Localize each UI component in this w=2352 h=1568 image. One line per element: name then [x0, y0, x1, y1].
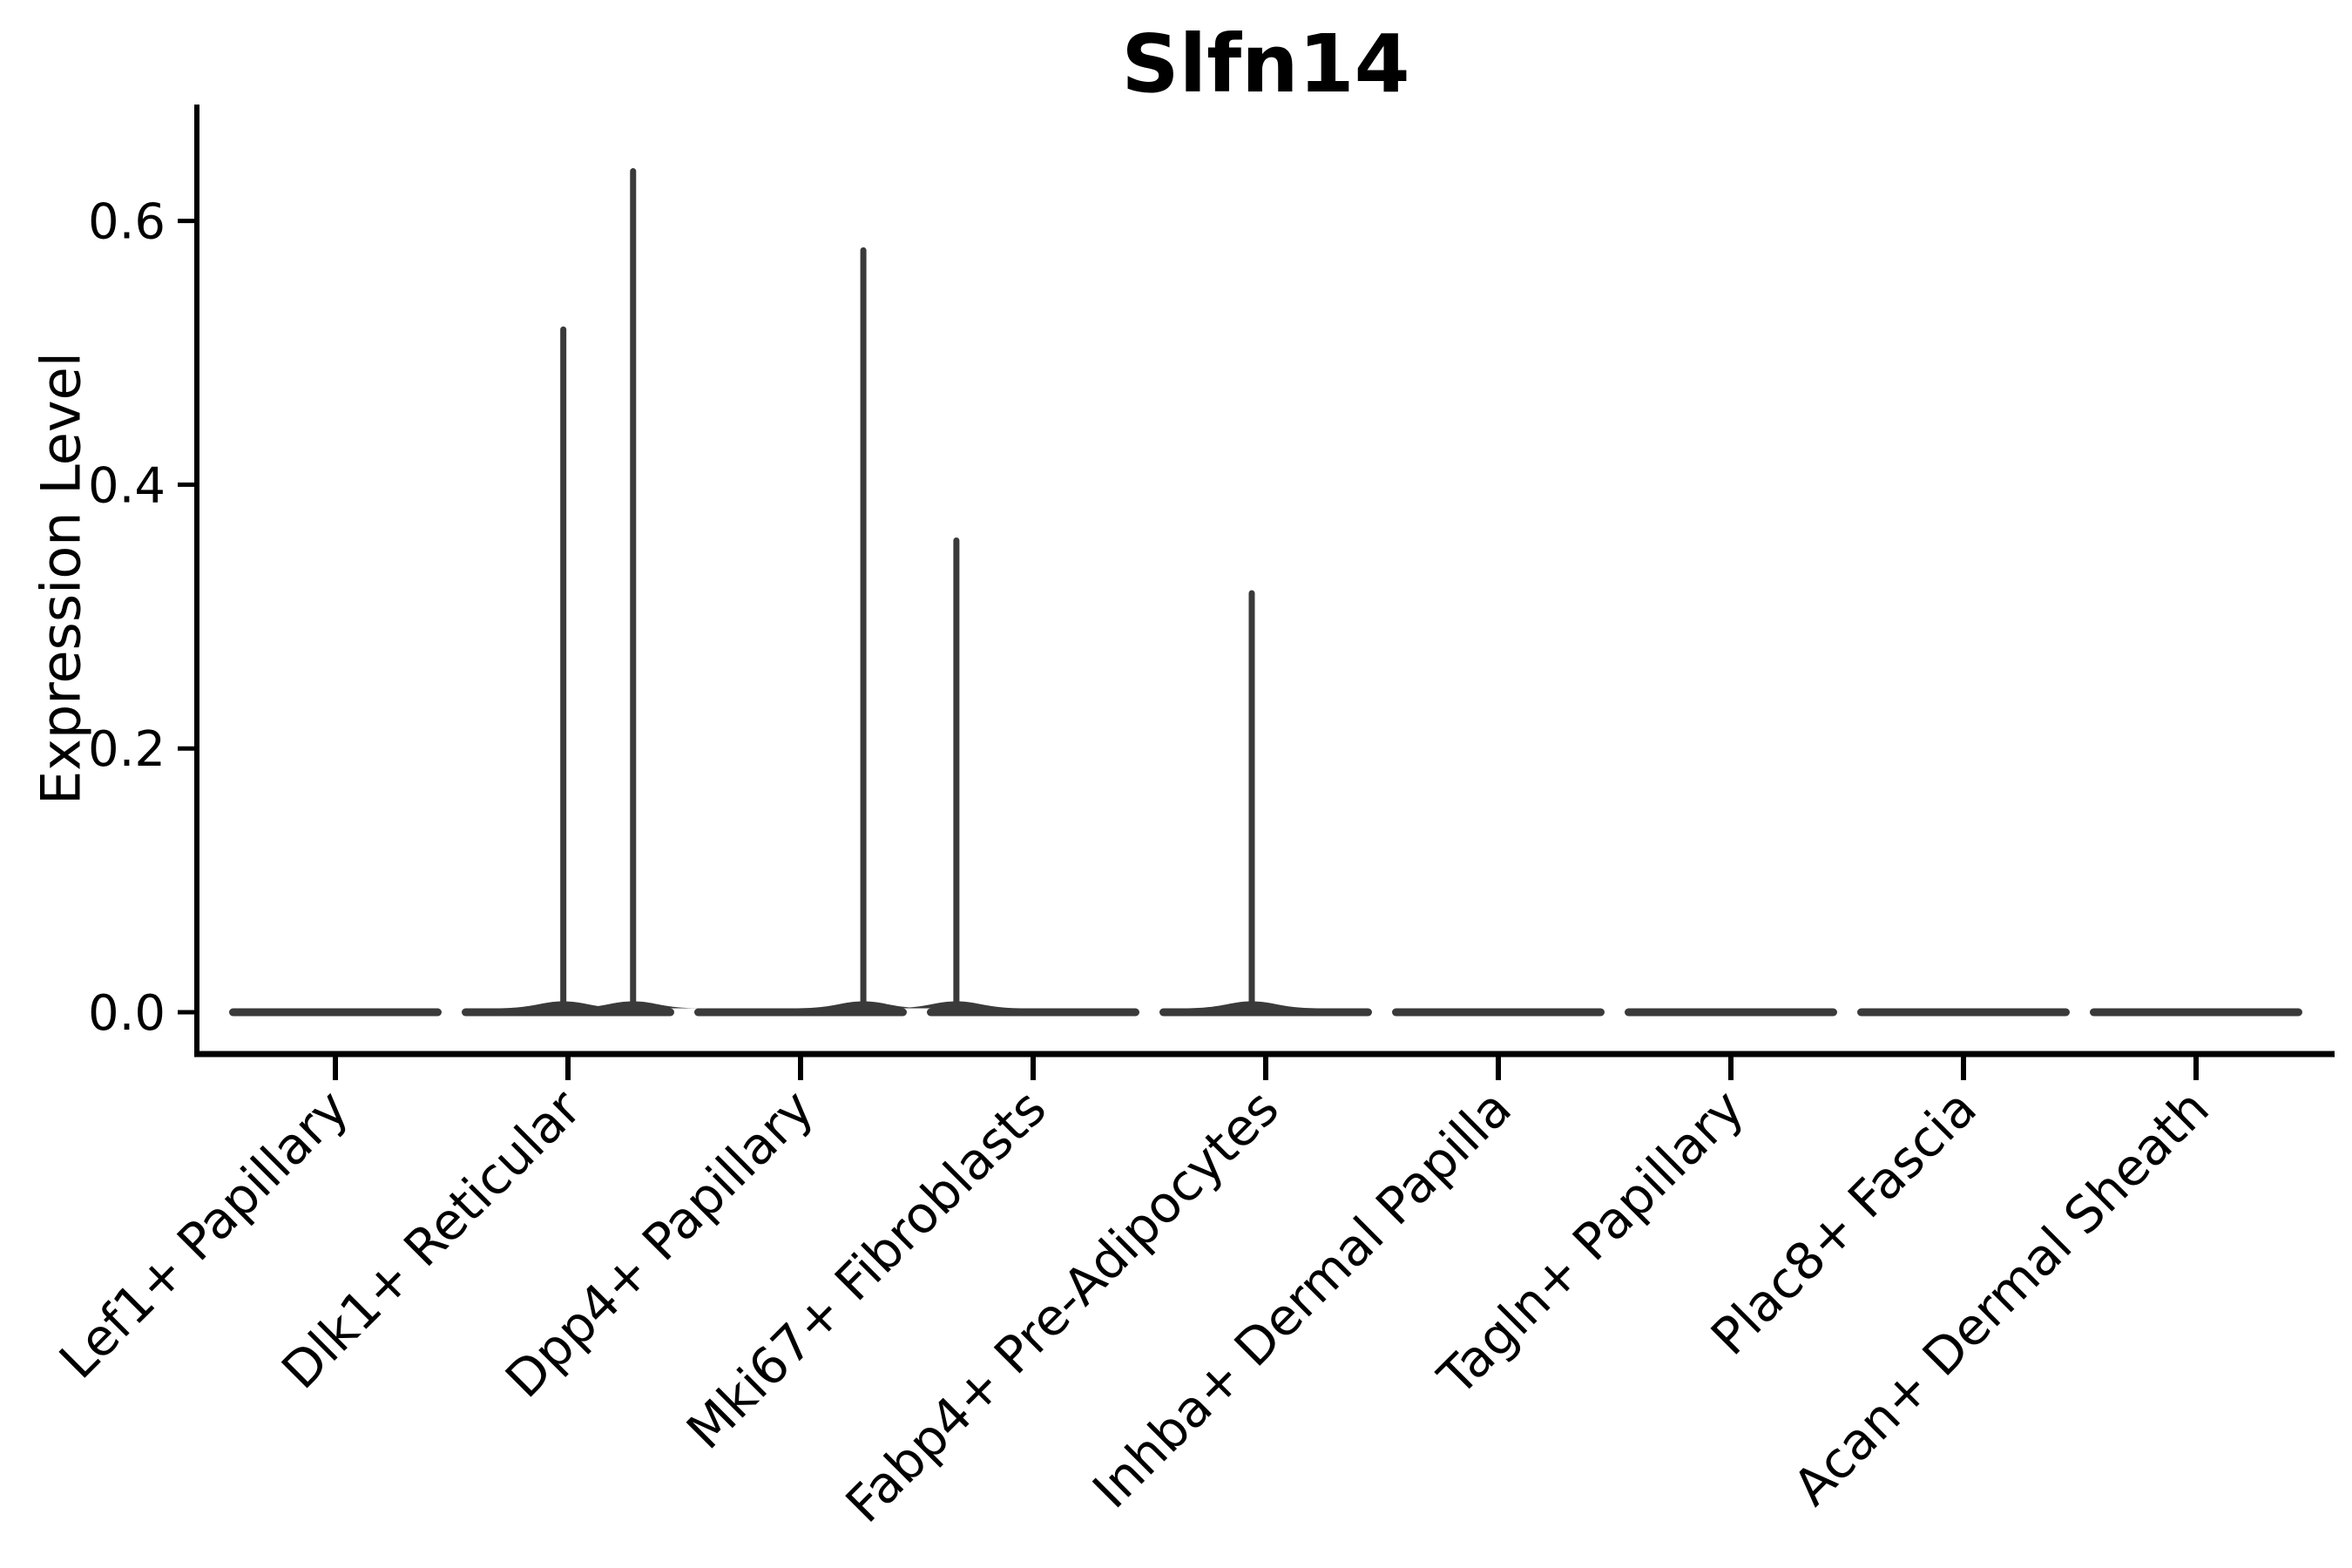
x-tick-label: Inhba+ Dermal Papilla: [1081, 1078, 1523, 1520]
violin-body: [1159, 1008, 1372, 1017]
violin-spike: [630, 168, 637, 1016]
violin-body: [694, 1008, 907, 1017]
x-tick-label: Fabp4+ Pre-Adipocytes: [835, 1078, 1290, 1534]
violin-body: [229, 1008, 442, 1017]
violin-spike: [560, 326, 567, 1016]
violin-body: [927, 1008, 1139, 1017]
y-tick-label: 0.0: [88, 985, 166, 1042]
violin-spike: [953, 537, 960, 1015]
y-tick-label: 0.6: [88, 194, 166, 251]
violin-spike: [860, 247, 867, 1015]
x-tick-label: Acan+ Dermal Sheath: [1781, 1078, 2220, 1517]
chart-title: Slfn14: [1121, 17, 1410, 111]
y-tick-label: 0.4: [88, 457, 166, 514]
violin-body: [1625, 1008, 1837, 1017]
violin-body: [2090, 1008, 2302, 1017]
violin-body: [1857, 1008, 2070, 1017]
y-tick-label: 0.2: [88, 721, 166, 778]
violin-body: [462, 1008, 674, 1017]
violin-spike: [1248, 590, 1255, 1015]
violin-body: [1392, 1008, 1605, 1017]
